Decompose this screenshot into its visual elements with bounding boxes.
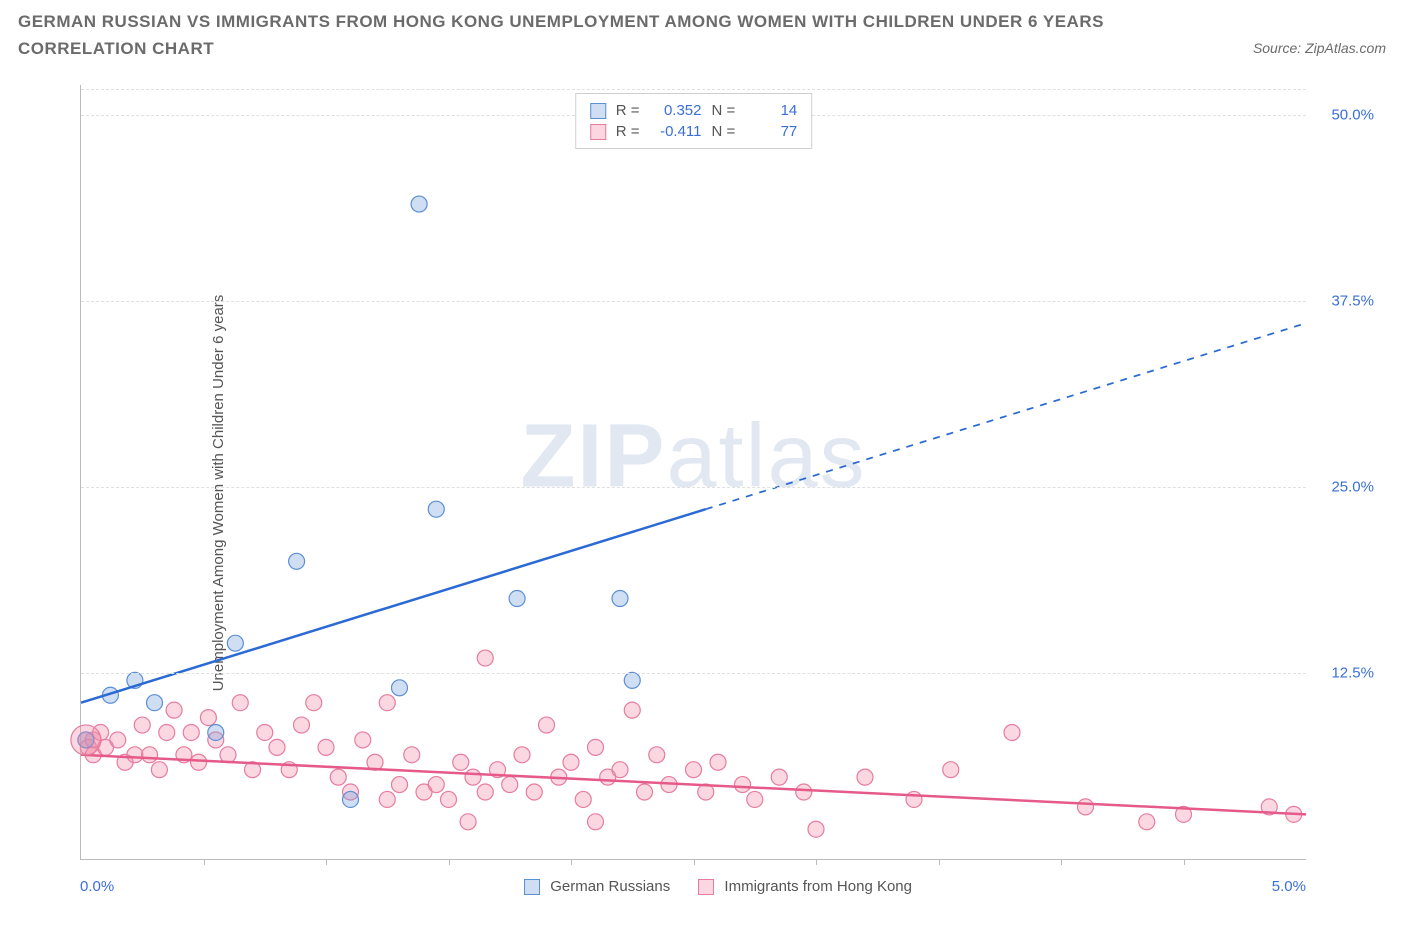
chart-title-line1: GERMAN RUSSIAN VS IMMIGRANTS FROM HONG K… bbox=[18, 8, 1206, 35]
legend-swatch-b bbox=[698, 879, 714, 895]
y-tick-label: 37.5% bbox=[1331, 292, 1374, 309]
swatch-series-a bbox=[590, 103, 606, 119]
legend: German Russians Immigrants from Hong Kon… bbox=[524, 878, 912, 895]
chart-container: Unemployment Among Women with Children U… bbox=[50, 85, 1386, 900]
stat-row-series-b: R = -0.411 N = 77 bbox=[590, 121, 798, 142]
legend-label-b: Immigrants from Hong Kong bbox=[724, 878, 912, 895]
x-axis-max-label: 5.0% bbox=[1272, 878, 1306, 895]
legend-label-a: German Russians bbox=[550, 878, 670, 895]
plot-area: ZIPatlas R = 0.352 N = 14 R = -0.411 N =… bbox=[80, 85, 1306, 860]
legend-swatch-a bbox=[524, 879, 540, 895]
legend-item-b: Immigrants from Hong Kong bbox=[698, 878, 912, 895]
legend-item-a: German Russians bbox=[524, 878, 670, 895]
y-tick-label: 12.5% bbox=[1331, 664, 1374, 681]
chart-title-line2: CORRELATION CHART bbox=[18, 35, 1206, 62]
y-tick-label: 50.0% bbox=[1331, 106, 1374, 123]
x-axis-min-label: 0.0% bbox=[80, 878, 114, 895]
stat-row-series-a: R = 0.352 N = 14 bbox=[590, 100, 798, 121]
swatch-series-b bbox=[590, 124, 606, 140]
y-tick-label: 25.0% bbox=[1331, 478, 1374, 495]
correlation-stats-box: R = 0.352 N = 14 R = -0.411 N = 77 bbox=[575, 93, 813, 149]
plot-svg bbox=[81, 85, 1306, 859]
source-label: Source: ZipAtlas.com bbox=[1253, 40, 1386, 56]
